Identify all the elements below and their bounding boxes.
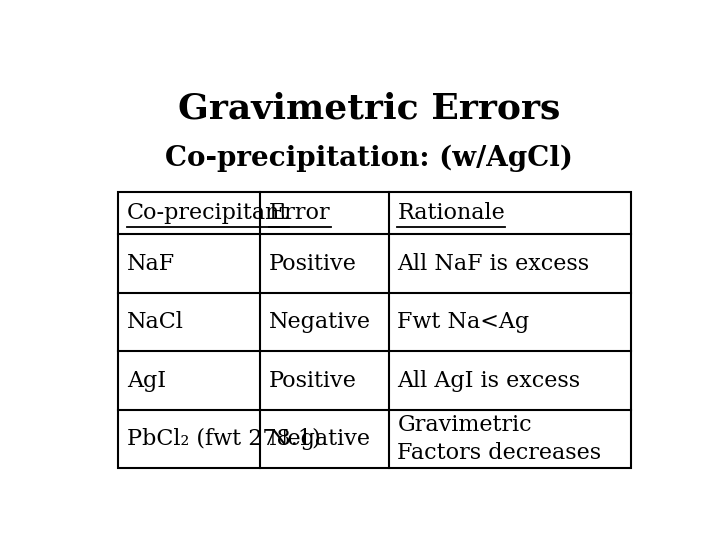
- Text: All NaF is excess: All NaF is excess: [397, 253, 590, 275]
- Text: Positive: Positive: [269, 369, 357, 392]
- Text: Gravimetric Errors: Gravimetric Errors: [178, 91, 560, 125]
- Text: Fwt Na<Ag: Fwt Na<Ag: [397, 311, 530, 333]
- Text: Negative: Negative: [269, 311, 371, 333]
- Text: Co-precipitation: (w/AgCl): Co-precipitation: (w/AgCl): [165, 145, 573, 172]
- Text: Co-precipitant: Co-precipitant: [127, 202, 289, 224]
- Text: Error: Error: [269, 202, 330, 224]
- Text: NaCl: NaCl: [127, 311, 184, 333]
- Text: NaF: NaF: [127, 253, 175, 275]
- Text: All AgI is excess: All AgI is excess: [397, 369, 580, 392]
- Text: Rationale: Rationale: [397, 202, 505, 224]
- Text: Gravimetric
Factors decreases: Gravimetric Factors decreases: [397, 414, 602, 464]
- Text: PbCl₂ (fwt 278.1): PbCl₂ (fwt 278.1): [127, 428, 320, 450]
- Text: Negative: Negative: [269, 428, 371, 450]
- Text: Positive: Positive: [269, 253, 357, 275]
- Bar: [118, 192, 631, 468]
- Text: AgI: AgI: [127, 369, 166, 392]
